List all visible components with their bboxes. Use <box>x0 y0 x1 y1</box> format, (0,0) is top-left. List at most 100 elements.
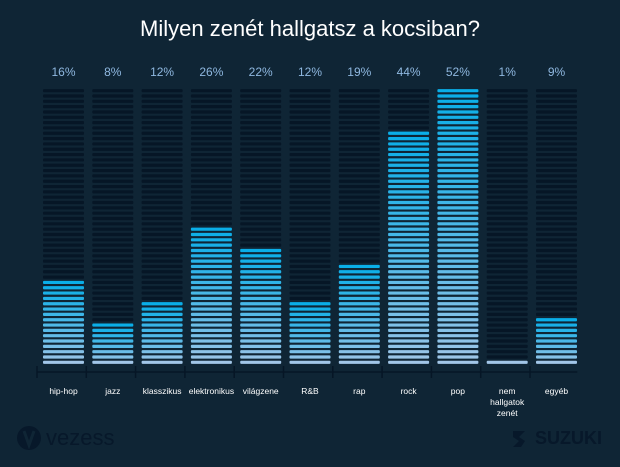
bar-segment-empty <box>141 291 183 295</box>
bar-segment-empty <box>486 142 528 146</box>
bar-segment-empty <box>289 291 331 295</box>
bar-segment-empty <box>43 238 84 242</box>
bar-segment-filled <box>388 227 430 231</box>
bar-segment-empty <box>536 195 577 199</box>
bar-segment-empty <box>92 270 134 274</box>
bar-segment-empty <box>289 152 331 157</box>
bar-segment-empty <box>338 152 380 157</box>
bar-segment-empty <box>289 275 331 279</box>
bar-segment-empty <box>92 259 134 263</box>
bar-segment-empty <box>338 137 380 141</box>
bar-segment-empty <box>486 206 528 210</box>
bar-segment-empty <box>190 174 232 178</box>
bar-segment-empty <box>388 121 430 125</box>
bar-segment-filled <box>240 270 282 274</box>
bar-segment-empty <box>289 121 331 125</box>
bar-segment-empty <box>92 152 134 157</box>
bar-segment-empty <box>338 105 380 109</box>
bar-segment-filled <box>437 360 479 364</box>
bar-segment-filled <box>338 307 380 311</box>
bar-segment-filled <box>388 355 430 359</box>
bar-segment-filled <box>388 307 430 311</box>
bar-segment-empty <box>190 216 232 221</box>
bar-segment-filled <box>437 105 479 109</box>
bar-segment-filled <box>437 168 479 173</box>
bar-segment-empty <box>141 174 183 178</box>
bar-segment-empty <box>486 152 528 157</box>
bar-segment-empty <box>190 115 232 119</box>
bar-segment-filled <box>190 296 232 301</box>
bar-segment-empty <box>43 94 84 98</box>
bar-segment-filled <box>289 339 331 343</box>
chart-title: Milyen zenét hallgatsz a kocsiban? <box>140 16 480 41</box>
category-label: zenét <box>497 408 518 418</box>
bar-segment-filled <box>388 339 430 343</box>
bar-segment-empty <box>486 291 528 295</box>
bar-segment-empty <box>92 89 134 93</box>
bar-segment-empty <box>240 131 282 135</box>
bar-segment-empty <box>92 115 134 119</box>
bar-segment-empty <box>289 227 331 231</box>
bar-segment-empty <box>486 121 528 125</box>
bar-segment-filled <box>240 286 282 290</box>
bar-segment-empty <box>92 238 134 242</box>
bar-segment-empty <box>486 312 528 316</box>
bar-segment-empty <box>141 158 183 162</box>
bar-segment-empty <box>486 286 528 290</box>
bar-segment-empty <box>240 216 282 221</box>
bar-segment-empty <box>92 254 134 258</box>
bar-segment-filled <box>240 334 282 338</box>
bar-segment-empty <box>289 238 331 242</box>
bar-segment-empty <box>289 158 331 162</box>
bar-segment-empty <box>536 163 577 167</box>
bar-segment-empty <box>43 152 84 157</box>
bar-segment-filled <box>240 280 282 285</box>
bar-segment-empty <box>141 270 183 274</box>
bar-segment-filled <box>536 350 577 354</box>
bar-segment-filled <box>92 355 134 359</box>
bar-segment-filled <box>388 142 430 146</box>
bar-segment-filled <box>437 275 479 279</box>
bar-segment-filled <box>388 264 430 269</box>
bar-segment-empty <box>536 243 577 247</box>
bar-segment-filled <box>536 339 577 343</box>
bar-segment-filled <box>388 259 430 263</box>
bar-segment-empty <box>240 227 282 231</box>
bar-segment-filled <box>43 312 84 316</box>
bar-segment-filled <box>388 280 430 285</box>
bar-segment-filled <box>289 328 331 332</box>
bar-segment-empty <box>240 190 282 194</box>
category-label: R&B <box>301 386 319 396</box>
data-label: 1% <box>499 65 517 79</box>
bar-segment-filled <box>92 328 134 332</box>
bar-segment-filled <box>240 307 282 311</box>
bar-segment-filled <box>437 312 479 316</box>
bar-segment-empty <box>388 110 430 114</box>
bar-segment-empty <box>536 158 577 162</box>
bar-segment-empty <box>240 99 282 103</box>
bar-segment-empty <box>536 275 577 279</box>
bar-segment-filled <box>388 190 430 194</box>
bar-segment-empty <box>388 105 430 109</box>
bar-segment-empty <box>486 184 528 189</box>
bar-segment-filled <box>240 344 282 348</box>
bar-segment-filled <box>437 206 479 210</box>
bar-segment-filled <box>388 270 430 274</box>
bar-segment-empty <box>141 105 183 109</box>
bar-segment-empty <box>43 158 84 162</box>
bar-segment-empty <box>338 110 380 114</box>
bar-segment-empty <box>536 147 577 151</box>
bar-segment-empty <box>536 264 577 269</box>
bar-segment-filled <box>388 168 430 173</box>
bar-segment-empty <box>240 121 282 125</box>
bar-segment-empty <box>190 179 232 183</box>
bar-segment-empty <box>289 179 331 183</box>
bar-segment-empty <box>141 259 183 263</box>
bar-segment-empty <box>92 318 134 322</box>
bar-segment-filled <box>289 355 331 359</box>
bar-segment-empty <box>190 94 232 98</box>
bar-segment-empty <box>289 131 331 135</box>
bar-segment-empty <box>92 302 134 306</box>
bar-segment-empty <box>289 259 331 263</box>
bar-segment-empty <box>338 115 380 119</box>
